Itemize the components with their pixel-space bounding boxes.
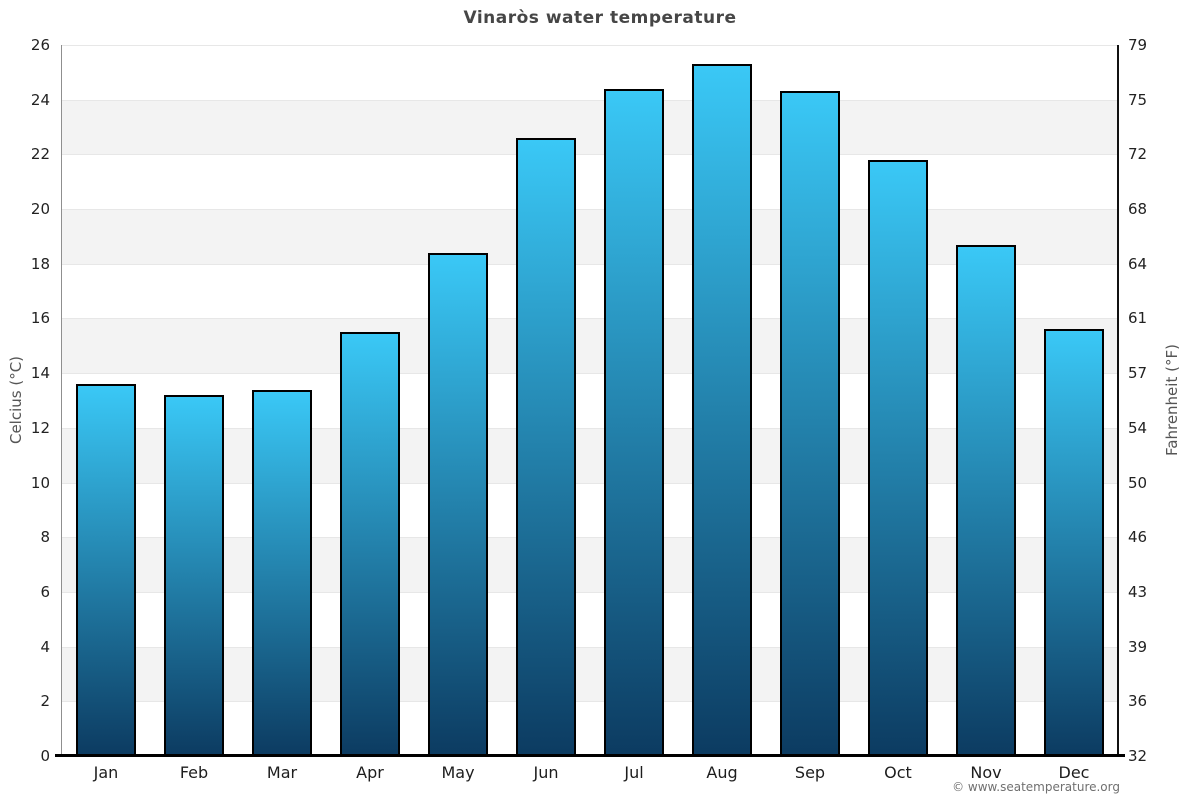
gridline-22 xyxy=(62,154,1118,156)
y-tick-left-16: 16 xyxy=(30,309,50,328)
y-tick-left-26: 26 xyxy=(30,36,50,54)
x-tick-aug: Aug xyxy=(706,763,738,782)
y-tick-right-50: 50 xyxy=(1128,473,1148,492)
y-tick-right-43: 43 xyxy=(1128,582,1148,601)
x-tick-feb: Feb xyxy=(179,763,209,782)
y-tick-right-32: 32 xyxy=(1128,747,1148,765)
bar-apr[interactable] xyxy=(340,332,400,756)
gridline-26 xyxy=(62,45,1118,46)
y-tick-right-79: 79 xyxy=(1128,36,1148,54)
y-tick-left-14: 14 xyxy=(30,364,50,383)
y-tick-left-10: 10 xyxy=(30,473,50,492)
y-tick-right-54: 54 xyxy=(1128,418,1148,437)
bar-may[interactable] xyxy=(428,252,488,756)
y-tick-right-36: 36 xyxy=(1128,692,1148,711)
gridline-14 xyxy=(62,373,1118,375)
bar-sep[interactable] xyxy=(780,91,840,756)
y-tick-right-68: 68 xyxy=(1128,200,1148,219)
x-tick-nov: Nov xyxy=(970,763,1002,782)
x-tick-oct: Oct xyxy=(884,763,912,782)
gridline-2 xyxy=(62,701,1118,703)
bar-aug[interactable] xyxy=(692,64,752,756)
y-tick-left-18: 18 xyxy=(30,254,50,273)
x-tick-jan: Jan xyxy=(93,763,119,782)
y-tick-right-64: 64 xyxy=(1128,254,1148,273)
y-tick-left-0: 0 xyxy=(40,747,50,765)
plot-area xyxy=(62,45,1118,756)
bar-jan[interactable] xyxy=(76,384,136,756)
gridline-16 xyxy=(62,318,1118,320)
y-tick-right-39: 39 xyxy=(1128,637,1148,656)
y-tick-right-61: 61 xyxy=(1128,309,1148,328)
x-tick-jul: Jul xyxy=(624,763,644,782)
x-tick-mar: Mar xyxy=(266,763,298,782)
grid-band xyxy=(62,646,1118,702)
y-tick-right-75: 75 xyxy=(1128,90,1148,109)
gridline-6 xyxy=(62,591,1118,593)
gridline-4 xyxy=(62,646,1118,648)
gridline-8 xyxy=(62,537,1118,539)
y-tick-left-8: 8 xyxy=(40,528,50,547)
y-tick-left-20: 20 xyxy=(30,200,50,219)
y-tick-left-4: 4 xyxy=(40,637,50,656)
grid-band xyxy=(62,537,1118,592)
y-tick-left-24: 24 xyxy=(30,90,50,109)
x-tick-may: May xyxy=(441,763,475,782)
gridline-10 xyxy=(62,482,1118,484)
y-tick-left-22: 22 xyxy=(30,145,50,164)
bar-feb[interactable] xyxy=(164,395,224,756)
bar-dec[interactable] xyxy=(1044,329,1104,756)
chart-title: Vinaròs water temperature xyxy=(463,8,737,28)
y-tick-right-72: 72 xyxy=(1128,145,1148,164)
bar-jun[interactable] xyxy=(516,137,576,756)
grid-band xyxy=(62,427,1118,483)
x-tick-apr: Apr xyxy=(356,763,384,782)
grid-band xyxy=(62,209,1118,264)
x-tick-dec: Dec xyxy=(1058,763,1090,782)
y-axis-title-celsius: Celcius (°C) xyxy=(7,355,25,445)
y-axis-line-left xyxy=(61,45,62,756)
y-tick-left-12: 12 xyxy=(30,418,50,437)
y-axis-line-right xyxy=(1117,45,1119,756)
bar-oct[interactable] xyxy=(868,159,928,756)
y-tick-left-6: 6 xyxy=(40,582,50,601)
gridline-20 xyxy=(62,209,1118,211)
grid-band xyxy=(62,99,1118,155)
y-axis-title-fahrenheit: Fahrenheit (°F) xyxy=(1163,344,1181,456)
x-tick-sep: Sep xyxy=(794,763,826,782)
copyright-text: © www.seatemperature.org xyxy=(952,780,1120,794)
y-tick-right-46: 46 xyxy=(1128,528,1148,547)
bar-nov[interactable] xyxy=(956,244,1016,756)
gridline-12 xyxy=(62,427,1118,429)
grid-band xyxy=(62,318,1118,374)
y-tick-right-57: 57 xyxy=(1128,364,1148,383)
x-axis-line xyxy=(55,754,1125,757)
y-tick-left-2: 2 xyxy=(40,692,50,711)
bar-mar[interactable] xyxy=(252,389,312,756)
bar-jul[interactable] xyxy=(604,88,664,756)
x-tick-jun: Jun xyxy=(533,763,559,782)
gridline-18 xyxy=(62,263,1118,265)
gridline-24 xyxy=(62,99,1118,101)
